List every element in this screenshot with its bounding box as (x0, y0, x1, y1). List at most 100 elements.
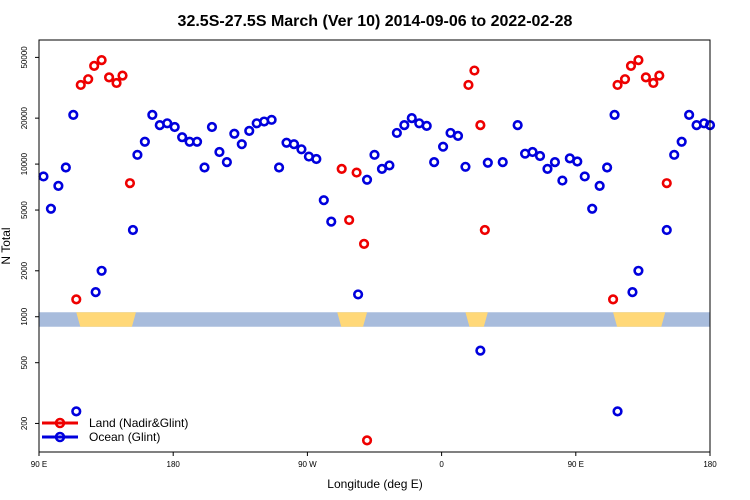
ocean-point (549, 157, 561, 168)
ocean-point (452, 130, 464, 141)
y-tick-label: 200 (20, 416, 29, 430)
ocean-point (352, 289, 364, 300)
land-point (358, 238, 370, 250)
ocean-point (609, 109, 620, 121)
ocean-point (132, 149, 143, 160)
ocean-point (127, 224, 139, 236)
ocean-point (169, 121, 180, 133)
land-point (640, 72, 651, 83)
land-point (344, 214, 355, 226)
ocean-point (475, 345, 486, 356)
y-axis-label: N Total (0, 227, 13, 264)
x-axis: 90 E 180 90 W 0 90 E 180 (31, 452, 717, 469)
land-point (96, 54, 107, 66)
y-tick-label: 5000 (20, 201, 29, 219)
ocean-point (587, 203, 598, 214)
ocean-point (288, 139, 300, 150)
ocean-point (96, 265, 107, 276)
legend-ocean-label: Ocean (Glint) (89, 430, 160, 444)
y-tick-label: 500 (20, 355, 29, 369)
ocean-point (199, 162, 210, 173)
land-point (463, 79, 474, 91)
ocean-point (318, 195, 329, 206)
land-point (661, 178, 672, 189)
land-ocean-band (39, 312, 710, 327)
ocean-point (53, 180, 64, 191)
y-tick-label: 50000 (20, 46, 29, 69)
ocean-point (460, 161, 471, 172)
land-point (75, 79, 86, 91)
land-point (654, 70, 665, 81)
ocean-point (214, 146, 225, 158)
y-tick-label: 1000 (20, 307, 29, 325)
ocean-point (627, 287, 638, 298)
land-point (117, 70, 128, 81)
ocean-point (542, 163, 553, 175)
plot-frame (38, 39, 711, 453)
ocean-point (497, 157, 508, 168)
land-point (619, 74, 631, 85)
ocean-point (177, 132, 188, 143)
x-tick-label: 90 E (568, 460, 584, 469)
ocean-point (60, 162, 71, 173)
land-point (633, 54, 644, 66)
ocean-point (162, 118, 173, 129)
ocean-point (311, 153, 322, 165)
ocean-point (361, 174, 373, 185)
legend-ocean-marker (54, 431, 66, 443)
land-point (83, 74, 94, 85)
ocean-point (369, 149, 380, 160)
land-point (111, 77, 122, 89)
x-tick-label: 90 E (31, 460, 47, 469)
ocean-point (90, 287, 101, 298)
ocean-point (147, 109, 158, 121)
ocean-point (669, 149, 680, 160)
land-point (124, 178, 136, 189)
ocean-point (45, 203, 57, 214)
land-point (475, 120, 486, 131)
ocean-point (437, 141, 449, 152)
y-axis: 200 500 1000 2000 5000 10000 20000 50000 (20, 46, 39, 430)
ocean-point (612, 406, 623, 417)
land-point (336, 163, 347, 175)
land-point (361, 435, 373, 446)
ocean-point (139, 136, 150, 147)
land-band-segment (613, 312, 666, 327)
data-points (38, 54, 716, 446)
y-tick-label: 20000 (20, 106, 29, 129)
ocean-point (244, 125, 255, 136)
legend-land-marker (54, 417, 66, 429)
ocean-point (579, 171, 590, 182)
ocean-band (39, 312, 710, 327)
land-point (71, 294, 82, 305)
y-tick-label: 2000 (20, 261, 29, 279)
ocean-point (661, 224, 672, 236)
ocean-point (557, 175, 568, 186)
land-band-segment (76, 312, 136, 327)
land-point (479, 224, 490, 236)
ocean-point (384, 160, 395, 171)
ocean-point (236, 139, 247, 150)
ocean-point (594, 180, 605, 191)
ocean-point (421, 120, 432, 131)
legend: Land (Nadir&Glint) Ocean (Glint) (42, 416, 188, 444)
land-point (648, 77, 659, 89)
ocean-point (534, 150, 546, 162)
ocean-point (71, 406, 82, 417)
ocean-point (572, 156, 583, 167)
land-point (103, 72, 115, 83)
legend-land-label: Land (Nadir&Glint) (89, 416, 188, 430)
ocean-point (326, 216, 337, 227)
ocean-point (221, 157, 232, 168)
x-axis-label: Longitude (deg E) (327, 477, 422, 491)
land-point (89, 60, 100, 71)
ocean-point (406, 113, 417, 124)
ocean-point (684, 109, 695, 121)
y-tick-label: 10000 (20, 152, 29, 175)
ocean-point (482, 157, 493, 168)
land-band-segment (465, 312, 488, 327)
land-point (625, 60, 637, 71)
ocean-point (191, 136, 203, 147)
x-tick-label: 180 (167, 460, 181, 469)
ocean-point (206, 121, 218, 133)
